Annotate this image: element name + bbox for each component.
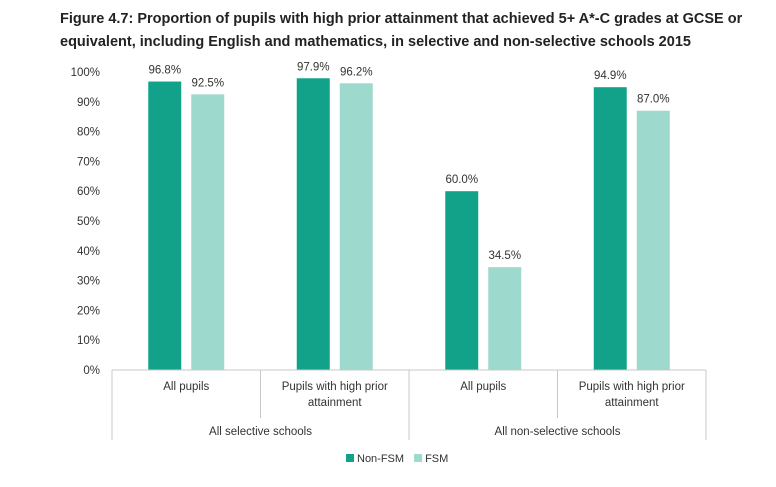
category-label: All pupils: [460, 381, 506, 393]
category-label: All pupils: [163, 381, 209, 393]
y-tick-label: 40%: [77, 246, 100, 258]
data-label: 87.0%: [637, 94, 670, 106]
bars: 96.8% 92.5% 97.9% 96.2% 60.0% 34.5% 94.9% 87.0%: [148, 61, 670, 371]
category-label: Pupils with high prior attainment: [282, 381, 388, 409]
legend-label: Non-FSM: [357, 453, 404, 465]
bar-fsm: [636, 110, 670, 371]
data-label: 96.2%: [340, 66, 373, 78]
data-label: 34.5%: [488, 250, 521, 262]
bar-fsm: [339, 83, 373, 370]
data-label: 94.9%: [594, 70, 627, 82]
bar-fsm: [488, 267, 522, 370]
y-tick-label: 20%: [77, 305, 100, 317]
chart-title: Figure 4.7: Proportion of pupils with hi…: [60, 11, 743, 50]
group-label: All selective schools: [209, 426, 312, 438]
y-tick-label: 100%: [71, 67, 100, 79]
y-tick-label: 90%: [77, 97, 100, 109]
data-label: 92.5%: [191, 77, 224, 89]
bar-non-fsm: [593, 87, 627, 370]
data-label: 97.9%: [297, 61, 330, 73]
category-label: Pupils with high prior attainment: [579, 381, 685, 409]
group-label: All non-selective schools: [495, 426, 621, 438]
x-axis: All pupils Pupils with high prior attainme…: [111, 369, 707, 440]
legend-swatch: [414, 454, 423, 462]
data-label: 96.8%: [148, 65, 181, 77]
y-axis: 0% 10% 20% 30% 40% 50% 60% 70% 80% 90% 100%: [71, 67, 100, 377]
y-tick-label: 50%: [77, 216, 100, 228]
legend-swatch: [346, 454, 354, 462]
y-tick-label: 0%: [83, 365, 100, 377]
bar-non-fsm: [296, 78, 330, 371]
bar-non-fsm: [148, 81, 182, 370]
y-tick-label: 10%: [77, 335, 100, 347]
legend-label: FSM: [425, 453, 448, 465]
bar-non-fsm: [445, 191, 479, 370]
bar-fsm: [191, 94, 225, 370]
y-tick-label: 30%: [77, 276, 100, 288]
y-tick-label: 80%: [77, 127, 100, 139]
data-label: 60.0%: [445, 174, 478, 186]
y-tick-label: 70%: [77, 156, 100, 168]
y-tick-label: 60%: [77, 186, 100, 198]
legend: Non-FSM FSM: [346, 453, 448, 465]
